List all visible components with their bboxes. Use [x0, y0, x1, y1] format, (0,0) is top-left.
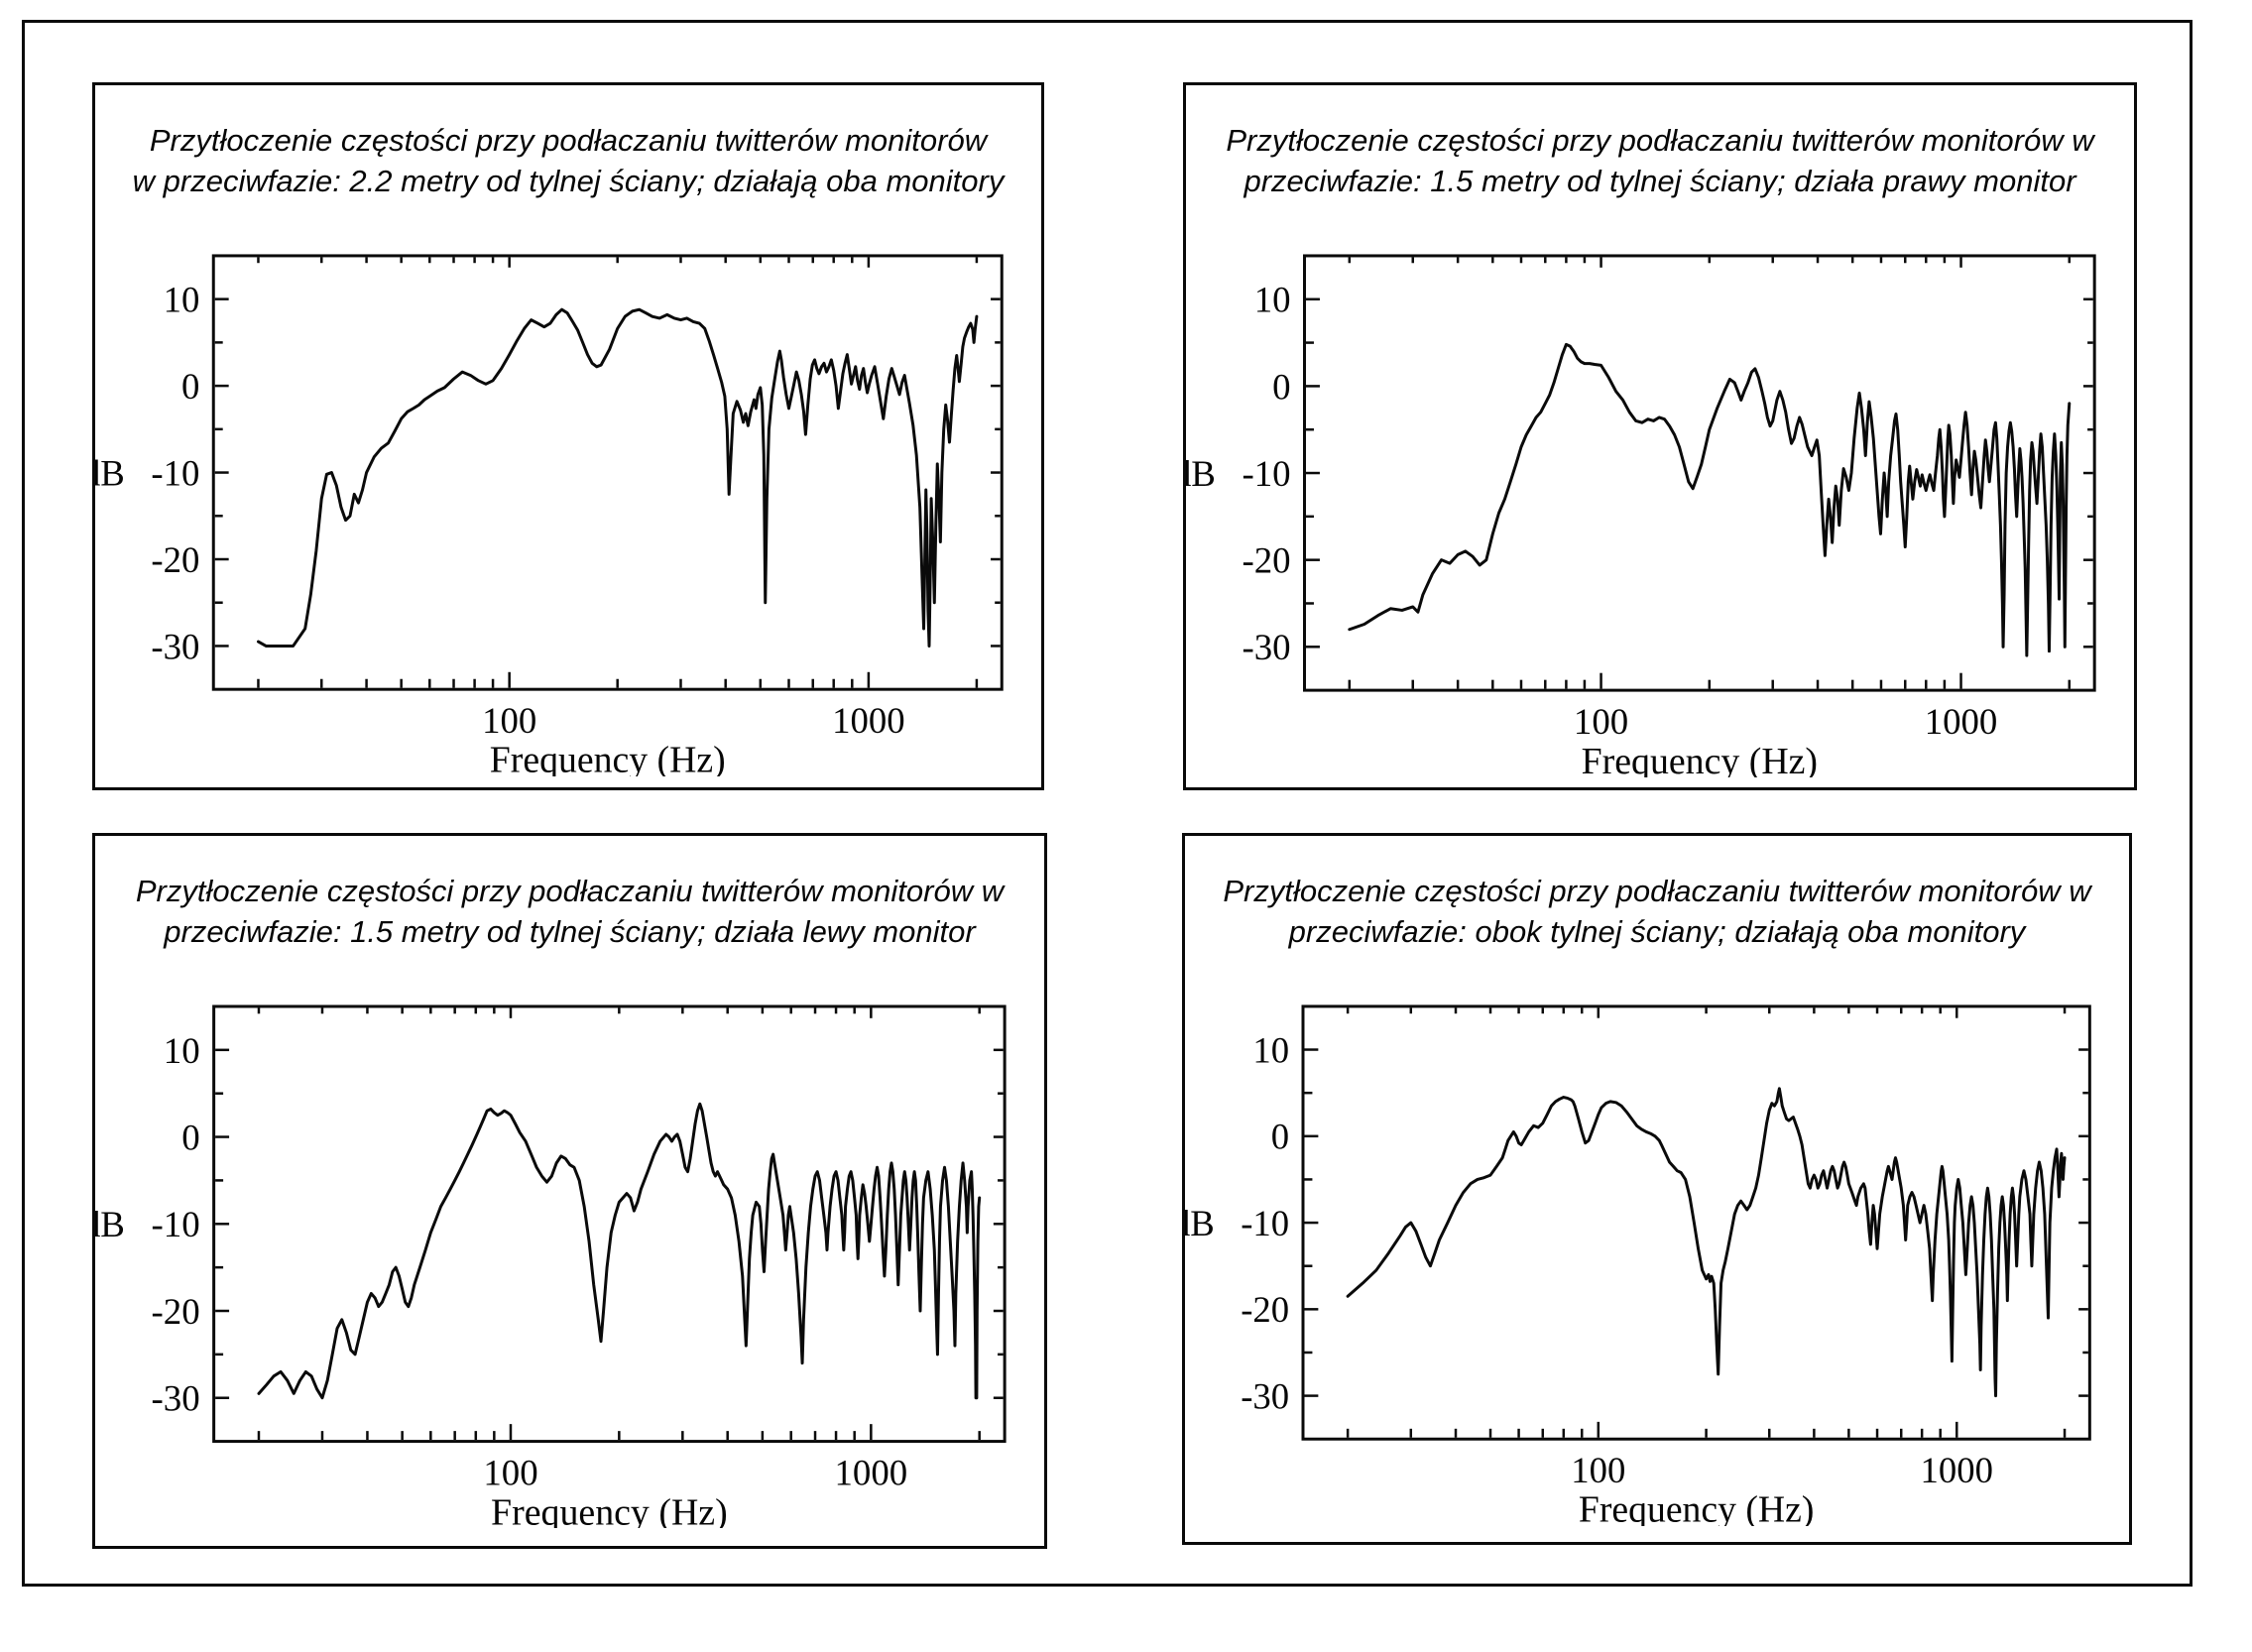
- x-axis-label: Frequency (Hz): [1582, 741, 1818, 777]
- chart-title-line-2: przeciwfazie: 1.5 metry od tylnej ściany…: [164, 913, 976, 949]
- x-tick-label: 1000: [834, 1452, 907, 1492]
- x-tick-label: 1000: [1925, 701, 1998, 742]
- y-tick-label: -30: [1241, 1375, 1289, 1416]
- response-curve: [257, 1102, 982, 1400]
- y-tick-label: -10: [1241, 1203, 1289, 1243]
- chart-title: Przytłoczenie częstości przy podłaczaniu…: [1186, 85, 2134, 238]
- response-curve: [1346, 1087, 2067, 1398]
- response-curve: [256, 307, 979, 648]
- chart-title: Przytłoczenie częstości przy podłaczaniu…: [95, 836, 1044, 989]
- y-tick-label: -30: [152, 1378, 200, 1419]
- y-tick-label: 0: [181, 1118, 199, 1158]
- y-axis-label: dB: [1186, 453, 1216, 494]
- x-axis-label: Frequency (Hz): [491, 1491, 728, 1528]
- y-tick-label: 10: [164, 1030, 200, 1071]
- y-tick-label: -10: [1242, 453, 1290, 494]
- y-tick-label: -20: [1242, 540, 1290, 581]
- chart-title-line-2: w przeciwfazie: 2.2 metry od tylnej ścia…: [132, 163, 1005, 198]
- y-tick-label: 10: [1252, 1029, 1289, 1070]
- x-tick-label: 100: [1571, 1450, 1625, 1490]
- x-tick-label: 100: [1574, 701, 1628, 742]
- y-tick-label: 10: [164, 280, 200, 320]
- y-tick-label: 10: [1254, 280, 1291, 320]
- chart-title-line-1: Przytłoczenie częstości przy podłaczaniu…: [135, 874, 1005, 908]
- y-tick-label: -30: [1242, 627, 1290, 667]
- y-tick-label: -20: [151, 539, 199, 580]
- plot-box: [1301, 1004, 2091, 1441]
- chart-title: Przytłoczenie częstości przy podłaczaniu…: [95, 85, 1041, 238]
- y-tick-label: -20: [1241, 1289, 1289, 1330]
- x-tick-label: 1000: [832, 700, 905, 741]
- chart-title-line-2: przeciwfazie: 1.5 metry od tylnej ściany…: [1244, 163, 2076, 198]
- chart-title-line-2: przeciwfazie: obok tylnej ściany; działa…: [1288, 913, 2026, 949]
- x-tick-label: 100: [483, 1452, 537, 1492]
- y-tick-label: -20: [152, 1291, 200, 1332]
- x-tick-label: 100: [482, 700, 536, 741]
- y-tick-label: -30: [151, 626, 199, 666]
- x-tick-label: 1000: [1921, 1450, 1993, 1490]
- y-axis-label: dB: [95, 452, 125, 493]
- plot-box: [211, 254, 1004, 691]
- y-tick-label: -10: [151, 452, 199, 493]
- panel-top-left: Przytłoczenie częstości przy podłaczaniu…: [92, 82, 1044, 790]
- chart-title: Przytłoczenie częstości przy podłaczaniu…: [1185, 836, 2129, 989]
- y-axis-label: dB: [1185, 1203, 1215, 1243]
- plot-box: [1303, 254, 2096, 692]
- y-tick-label: 0: [181, 366, 199, 407]
- y-tick-label: 0: [1271, 1117, 1289, 1157]
- y-tick-label: -10: [152, 1204, 200, 1244]
- y-axis-label: dB: [95, 1204, 125, 1244]
- chart-title-line-1: Przytłoczenie częstości przy podłaczaniu…: [1223, 874, 2091, 908]
- x-axis-label: Frequency (Hz): [490, 740, 726, 776]
- plot-box: [212, 1004, 1007, 1444]
- panel-bottom-left: Przytłoczenie częstości przy podłaczaniu…: [92, 833, 1047, 1549]
- y-tick-label: 0: [1272, 366, 1290, 407]
- chart-title-line-1: Przytłoczenie częstości przy podłaczaniu…: [1226, 123, 2094, 158]
- response-curve: [1348, 342, 2072, 657]
- chart-title-line-1: Przytłoczenie częstości przy podłaczaniu…: [149, 123, 988, 158]
- panel-bottom-right: Przytłoczenie częstości przy podłaczaniu…: [1182, 833, 2132, 1545]
- panel-top-right: Przytłoczenie częstości przy podłaczaniu…: [1183, 82, 2137, 790]
- x-axis-label: Frequency (Hz): [1579, 1489, 1814, 1526]
